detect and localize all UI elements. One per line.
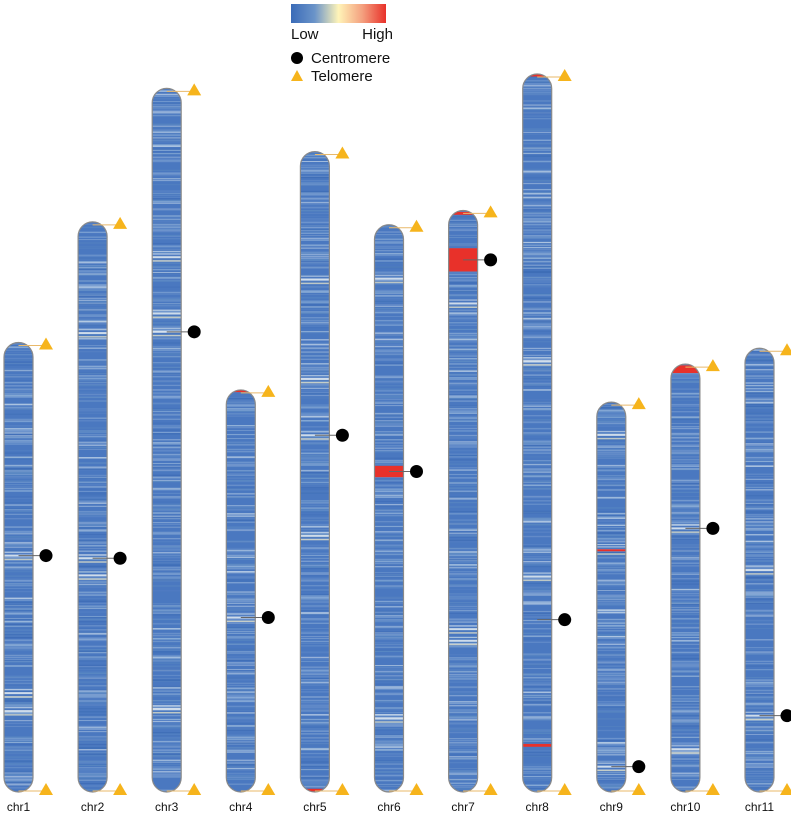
chromosome-chr2: chr2	[77, 216, 128, 814]
chromosome-outline	[225, 389, 256, 793]
density-bands	[4, 342, 33, 792]
chromosome-label-chr9: chr9	[600, 800, 624, 814]
high-density-band	[596, 549, 626, 552]
telomere-top-marker	[187, 83, 202, 96]
chromosome-chr3: chr3	[151, 83, 202, 814]
legend-high-label: High	[362, 26, 393, 43]
legend-telomere-label: Telomere	[311, 68, 373, 85]
centromere-marker	[113, 551, 127, 565]
chromosome-chr7: chr7	[448, 205, 498, 814]
high-density-band	[670, 365, 700, 374]
chromosome-label-chr1: chr1	[7, 800, 31, 814]
chromosome-label-chr8: chr8	[526, 800, 550, 814]
density-bands	[745, 348, 774, 792]
legend-centromere-label: Centromere	[311, 50, 390, 67]
chromosome-chr5: chr5	[299, 146, 350, 814]
chromosome-outline	[299, 150, 330, 793]
density-bands	[226, 389, 256, 792]
chromosome-label-chr5: chr5	[303, 800, 327, 814]
density-bands	[522, 74, 552, 792]
chromosome-outline	[744, 347, 775, 793]
telomere-bottom-marker	[705, 783, 720, 795]
telomere-bottom-marker	[780, 783, 791, 795]
chromosome-outline	[3, 341, 34, 793]
chromosome-chr9: chr9	[596, 397, 646, 814]
centromere-marker	[39, 549, 53, 563]
telomere-top-marker	[261, 384, 276, 397]
high-density-band	[226, 390, 256, 393]
chromosome-outline	[151, 87, 182, 793]
chromosome-label-chr7: chr7	[451, 800, 475, 814]
telomere-top-marker	[39, 337, 53, 350]
chromosome-chr11: chr11	[744, 343, 791, 814]
chromosome-chr4: chr4	[225, 384, 276, 814]
chromosome-label-chr2: chr2	[81, 800, 105, 814]
centromere-marker	[187, 325, 201, 339]
legend-low-label: Low	[291, 26, 319, 43]
chromosome-label-chr3: chr3	[155, 800, 179, 814]
telomere-top-marker	[483, 205, 498, 218]
chromosome-outline	[373, 224, 405, 793]
density-bands	[670, 364, 700, 792]
centromere-marker	[780, 709, 791, 723]
chromosome-chr1: chr1	[3, 337, 53, 814]
telomere-bottom-marker	[483, 783, 498, 795]
telomere-top-marker	[780, 343, 791, 356]
chromosome-label-chr6: chr6	[377, 800, 401, 814]
chromosomes: chr1 chr2 chr3 chr4 chr5 chr6 chr7 chr8 chr9 chr1…	[3, 69, 791, 814]
chromosome-chr10: chr10	[670, 359, 720, 814]
density-bands	[300, 151, 330, 792]
chromosome-label-chr11: chr11	[745, 800, 774, 814]
telomere-bottom-marker	[557, 783, 572, 795]
centromere-marker	[335, 428, 349, 442]
density-bands	[152, 88, 182, 793]
chromosome-chr8: chr8	[522, 69, 572, 814]
color-scale-bar	[291, 4, 386, 23]
telomere-top-marker	[705, 359, 720, 372]
high-density-band	[522, 743, 552, 747]
chromosome-chr6: chr6	[373, 219, 424, 814]
high-density-band	[300, 788, 330, 792]
legend: Low High Centromere Telomere	[291, 4, 393, 85]
density-bands	[448, 210, 478, 793]
centromere-marker	[484, 253, 498, 267]
chromosome-label-chr4: chr4	[229, 800, 253, 814]
centromere-marker	[558, 613, 572, 627]
centromere-marker	[410, 465, 423, 479]
telomere-bottom-marker	[631, 783, 646, 795]
chromosome-outline	[522, 73, 553, 793]
chromosome-outline	[670, 363, 701, 793]
telomere-bottom-marker	[39, 783, 53, 795]
density-bands	[596, 402, 626, 792]
telomere-bottom-marker	[409, 783, 424, 795]
centromere-marker	[706, 521, 720, 535]
telomere-bottom-marker	[113, 783, 128, 795]
centromere-legend-icon	[291, 52, 303, 64]
telomere-bottom-marker	[335, 783, 350, 795]
chromosome-label-chr10: chr10	[670, 800, 700, 814]
centromere-marker	[261, 610, 275, 624]
telomere-legend-icon	[291, 70, 303, 81]
chromosome-outline	[596, 401, 627, 793]
centromere-marker	[632, 760, 646, 774]
chromosome-outline	[448, 209, 479, 793]
density-bands	[374, 224, 404, 792]
telomere-top-marker	[409, 219, 424, 232]
telomere-top-marker	[335, 146, 350, 159]
telomere-bottom-marker	[187, 783, 202, 795]
chromosome-outline	[77, 221, 108, 793]
telomere-top-marker	[113, 216, 128, 229]
telomere-top-marker	[631, 397, 646, 410]
high-density-band	[522, 74, 552, 77]
density-bands	[78, 221, 108, 792]
telomere-top-marker	[557, 69, 572, 81]
telomere-bottom-marker	[261, 783, 276, 795]
